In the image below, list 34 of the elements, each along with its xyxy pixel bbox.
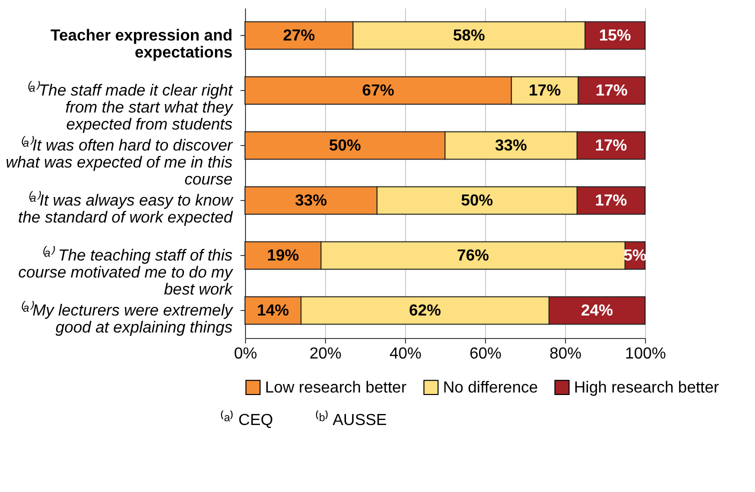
text: ⁽ᵇ⁾ AUSSE <box>315 410 387 429</box>
data-label: 67% <box>362 82 394 100</box>
data-label: 58% <box>452 28 486 44</box>
legend-label: Low research better <box>265 379 408 396</box>
y-tick-label: ⁽ᵃ⁾The staff made it clear right from the start what they expected from students <box>24 80 234 134</box>
y-tick-label: ⁽ᵃ⁾It was often hard to discover what was expected of me in this course <box>6 136 234 188</box>
data-label: 76% <box>456 248 490 264</box>
data-label: 17% <box>594 192 628 210</box>
data-label: 62% <box>408 302 442 320</box>
x-tick-label: 0% <box>234 346 258 362</box>
data-label: 17% <box>596 82 628 100</box>
data-label: 33% <box>494 138 528 154</box>
data-label: 17% <box>528 82 561 100</box>
data-label: 14% <box>256 302 290 320</box>
x-tick-label: 40% <box>389 346 422 362</box>
data-label: 27% <box>282 28 316 44</box>
data-label: 17% <box>594 138 628 154</box>
data-label: 15% <box>598 28 632 44</box>
data-label: 33% <box>294 192 328 210</box>
x-tick-label: 60% <box>469 346 502 362</box>
legend-label: High research better <box>574 379 720 396</box>
data-label: 19% <box>266 248 300 264</box>
x-tick-label: 100% <box>625 346 666 362</box>
y-tick-label: ⁽ᵃ⁾It was always easy to know the standard of work expected <box>18 190 234 226</box>
y-tick-label: ⁽ᵃ⁾ The teaching staff of this course motivated me to do my best work <box>18 246 234 298</box>
x-tick-label: 20% <box>309 346 342 362</box>
data-label: 50% <box>460 192 494 210</box>
data-label: 50% <box>328 138 362 154</box>
text: ⁽ᵃ⁾ CEQ <box>220 410 274 429</box>
x-tick-label: 80% <box>549 346 582 362</box>
y-tick-label: ⁽ᵃ⁾My lecturers were extremely good at explaining things <box>18 300 234 336</box>
data-label: 24% <box>580 302 614 320</box>
legend-label: No difference <box>443 379 538 396</box>
y-tick-label: Teacher expression and expectations <box>50 28 233 62</box>
